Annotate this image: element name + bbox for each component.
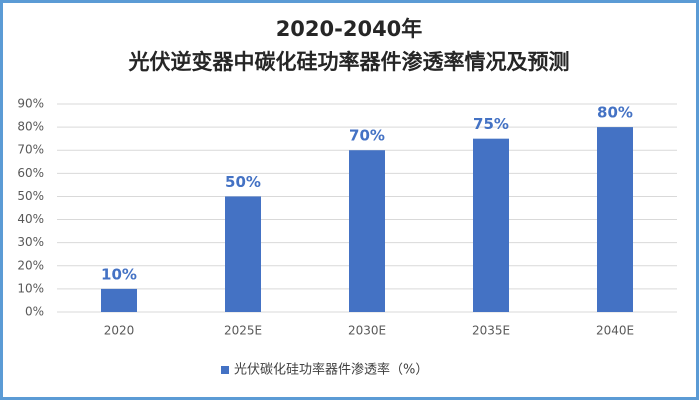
y-tick-label: 10% [17, 281, 44, 295]
y-tick-label: 80% [17, 120, 44, 134]
x-tick-label: 2035E [472, 324, 510, 338]
y-tick-label: 40% [17, 212, 44, 226]
value-label: 75% [473, 115, 509, 133]
x-tick-label: 2040E [596, 324, 634, 338]
y-tick-label: 20% [17, 258, 44, 272]
bar [473, 138, 509, 312]
bar [225, 196, 261, 312]
y-tick-label: 30% [17, 235, 44, 249]
x-tick-label: 2025E [224, 324, 262, 338]
bar [101, 288, 137, 312]
value-label: 10% [101, 265, 137, 283]
bar [597, 127, 633, 312]
y-tick-label: 0% [25, 305, 44, 319]
chart-title: 2020-2040年 [276, 17, 423, 41]
y-tick-label: 90% [17, 97, 44, 111]
value-label: 70% [349, 127, 385, 145]
legend-label: 光伏碳化硅功率器件渗透率（%） [234, 362, 428, 378]
chart-title: 光伏逆变器中碳化硅功率器件渗透率情况及预测 [128, 50, 570, 74]
x-tick-label: 2020 [104, 324, 135, 338]
y-tick-label: 60% [17, 166, 44, 180]
bar [349, 150, 385, 312]
x-tick-label: 2030E [348, 324, 386, 338]
y-tick-label: 70% [17, 143, 44, 157]
value-label: 80% [597, 104, 633, 122]
y-tick-label: 50% [17, 189, 44, 203]
legend-swatch [221, 366, 229, 374]
value-label: 50% [225, 173, 261, 191]
